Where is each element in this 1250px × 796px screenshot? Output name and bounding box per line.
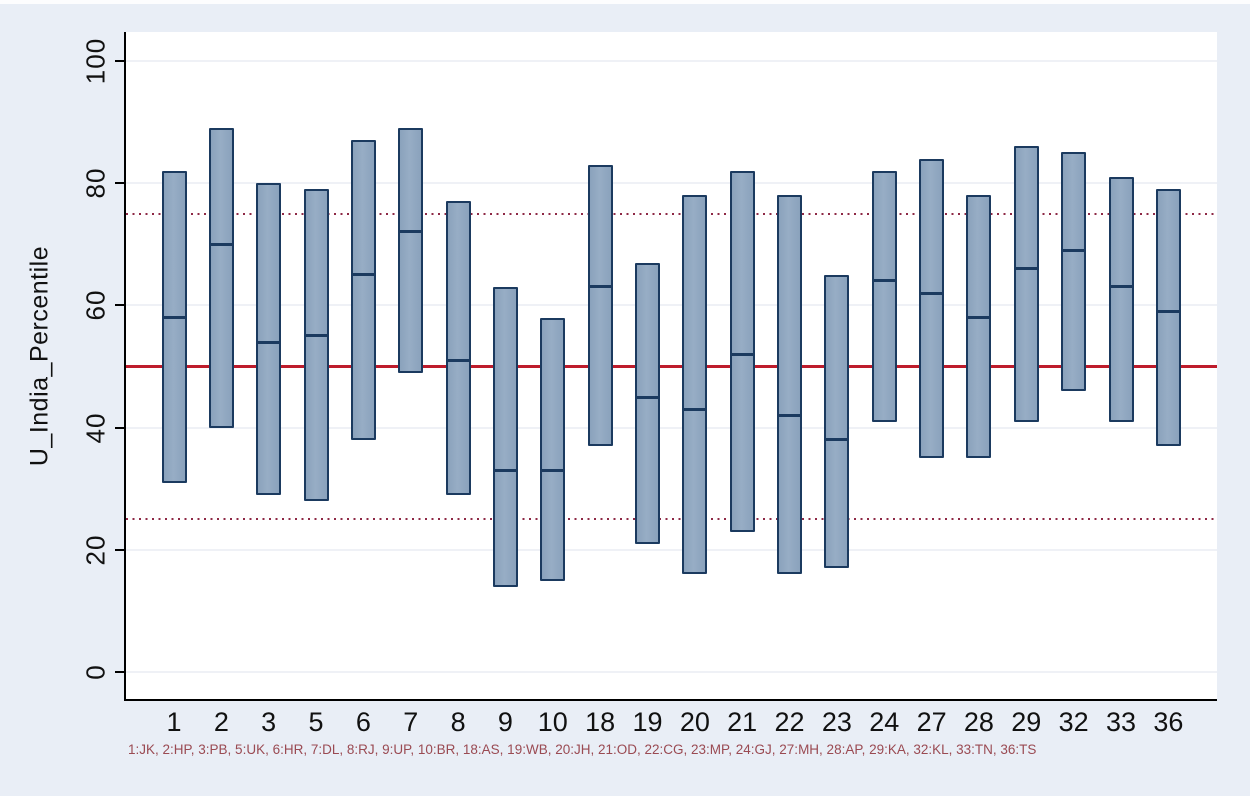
y-tick-label-20: 20: [80, 534, 111, 566]
x-axis-line: [124, 699, 1217, 701]
y-tick-20: [115, 548, 124, 551]
range-bar-20: [682, 195, 708, 575]
x-tick-label-9: 9: [497, 707, 513, 737]
x-tick-label-36: 36: [1153, 707, 1184, 737]
median-line-9: [494, 468, 516, 472]
y-tick-80: [115, 182, 124, 185]
y-tick-label-0: 0: [80, 664, 111, 681]
plot-area: [126, 32, 1217, 700]
median-line-19: [637, 395, 658, 399]
chart-footnote-legend: 1:JK, 2:HP, 3:PB, 5:UK, 6:HR, 7:DL, 8:RJ…: [128, 742, 1037, 757]
gridline-y-20: [126, 548, 1217, 551]
y-tick-0: [115, 671, 124, 674]
range-bar-33: [1108, 176, 1134, 422]
y-axis-line: [124, 32, 126, 700]
median-line-20: [684, 407, 706, 411]
x-tick-label-32: 32: [1058, 707, 1089, 737]
median-line-24: [873, 279, 895, 283]
gridline-y-80: [126, 182, 1217, 185]
range-bar-3: [256, 183, 282, 495]
x-tick-label-10: 10: [537, 707, 568, 737]
x-tick-label-7: 7: [403, 707, 419, 737]
reference-line-25: [126, 518, 1217, 521]
median-line-5: [305, 334, 327, 338]
x-tick-label-24: 24: [869, 707, 900, 737]
range-bar-7: [398, 127, 424, 373]
median-line-8: [447, 358, 469, 362]
x-tick-label-23: 23: [821, 707, 852, 737]
x-tick-label-20: 20: [679, 707, 710, 737]
x-tick-label-8: 8: [450, 707, 466, 737]
median-line-28: [968, 316, 990, 320]
median-line-3: [258, 340, 280, 344]
x-tick-label-1: 1: [166, 707, 182, 737]
y-tick-label-40: 40: [80, 412, 111, 444]
x-tick-label-22: 22: [774, 707, 805, 737]
window-top-edge: [0, 0, 1250, 4]
range-bar-21: [729, 170, 755, 532]
range-bar-8: [445, 201, 471, 495]
median-line-27: [921, 291, 943, 295]
range-bar-9: [492, 286, 518, 587]
y-tick-label-60: 60: [80, 289, 111, 321]
range-bar-5: [303, 189, 329, 502]
range-bar-1: [161, 170, 187, 483]
median-line-23: [826, 438, 848, 442]
range-bar-36: [1155, 189, 1181, 446]
x-tick-label-29: 29: [1011, 707, 1042, 737]
x-tick-label-21: 21: [727, 707, 758, 737]
median-line-21: [731, 352, 753, 356]
y-tick-label-100: 100: [80, 37, 111, 84]
median-line-22: [779, 413, 801, 417]
gridline-y-0: [126, 671, 1217, 674]
gridline-y-40: [126, 426, 1217, 429]
range-bar-27: [919, 158, 945, 459]
x-tick-label-28: 28: [963, 707, 994, 737]
range-bar-23: [824, 274, 850, 569]
x-tick-label-18: 18: [585, 707, 616, 737]
y-tick-40: [115, 426, 124, 429]
range-bar-10: [540, 317, 566, 581]
median-line-29: [1015, 267, 1037, 271]
median-line-1: [163, 316, 185, 320]
range-bar-32: [1061, 152, 1087, 391]
y-tick-60: [115, 304, 124, 307]
x-tick-label-19: 19: [632, 707, 663, 737]
gridline-y-100: [126, 59, 1217, 62]
y-axis-title: U_India_Percentile: [25, 245, 54, 467]
x-tick-label-3: 3: [261, 707, 277, 737]
range-bar-28: [966, 195, 992, 459]
reference-line-50: [126, 365, 1217, 368]
reference-line-75: [126, 212, 1217, 215]
range-bar-19: [635, 262, 660, 544]
range-bar-6: [350, 140, 376, 440]
x-tick-label-5: 5: [308, 707, 324, 737]
range-bar-22: [777, 195, 803, 575]
median-line-32: [1063, 248, 1085, 252]
range-bar-24: [871, 170, 897, 422]
range-bar-2: [208, 127, 234, 428]
median-line-7: [400, 230, 422, 234]
median-line-33: [1110, 285, 1132, 289]
x-tick-label-2: 2: [213, 707, 229, 737]
median-line-6: [352, 273, 374, 277]
x-tick-label-27: 27: [916, 707, 947, 737]
median-line-2: [210, 242, 232, 246]
range-bar-29: [1013, 146, 1039, 422]
x-tick-label-33: 33: [1105, 707, 1137, 737]
y-tick-label-80: 80: [80, 167, 111, 199]
median-line-36: [1157, 309, 1179, 313]
y-tick-100: [115, 59, 124, 62]
x-tick-label-6: 6: [355, 707, 371, 737]
median-line-18: [589, 285, 611, 289]
range-bar-18: [587, 164, 613, 446]
gridline-y-60: [126, 304, 1217, 307]
median-line-10: [542, 468, 564, 472]
